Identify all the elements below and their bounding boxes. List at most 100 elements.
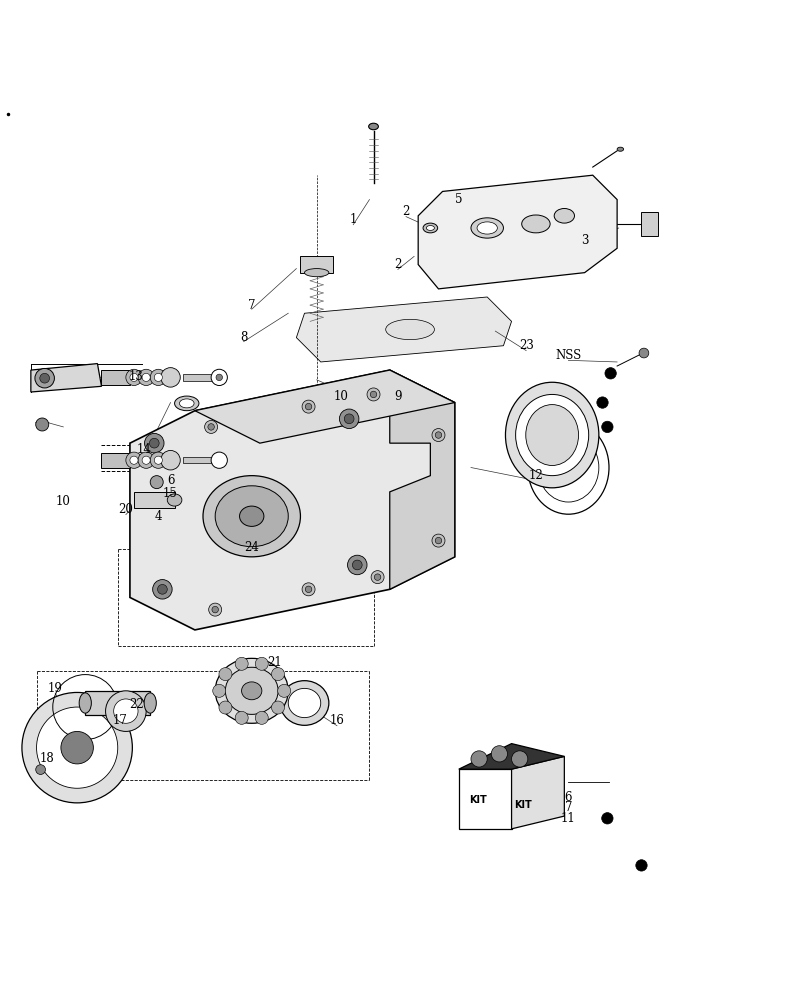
Polygon shape [418, 175, 616, 289]
Circle shape [635, 860, 646, 871]
Text: 20: 20 [118, 503, 133, 516]
Text: 24: 24 [244, 541, 259, 554]
Circle shape [352, 560, 362, 570]
Ellipse shape [526, 405, 577, 465]
Circle shape [370, 391, 376, 398]
Circle shape [126, 369, 142, 386]
Ellipse shape [385, 319, 434, 340]
Polygon shape [31, 364, 101, 392]
Circle shape [305, 586, 311, 593]
Circle shape [152, 580, 172, 599]
Text: 21: 21 [267, 656, 281, 669]
Circle shape [157, 584, 167, 594]
Text: 2: 2 [401, 205, 410, 218]
Circle shape [431, 534, 444, 547]
Text: 15: 15 [163, 487, 178, 500]
Circle shape [105, 691, 146, 731]
Circle shape [36, 707, 118, 788]
Text: 9: 9 [393, 390, 401, 403]
Circle shape [435, 537, 441, 544]
Ellipse shape [144, 693, 156, 713]
Ellipse shape [225, 667, 277, 714]
Text: 4: 4 [154, 510, 162, 523]
Text: 8: 8 [239, 331, 247, 344]
Circle shape [35, 368, 54, 388]
Text: 22: 22 [129, 698, 144, 711]
Ellipse shape [304, 269, 328, 277]
Circle shape [144, 433, 164, 453]
Circle shape [154, 456, 162, 464]
Ellipse shape [288, 688, 320, 718]
Circle shape [601, 421, 612, 433]
Circle shape [211, 452, 227, 468]
Bar [641, 212, 657, 236]
Bar [134, 492, 174, 508]
Ellipse shape [368, 123, 378, 130]
Text: 14: 14 [137, 443, 152, 456]
Bar [182, 457, 215, 463]
Text: 10: 10 [333, 390, 348, 403]
Circle shape [150, 476, 163, 489]
Bar [300, 256, 333, 273]
Text: 12: 12 [528, 469, 543, 482]
Ellipse shape [476, 222, 496, 234]
Ellipse shape [504, 382, 598, 488]
Circle shape [130, 456, 138, 464]
Circle shape [235, 657, 248, 670]
Text: 2: 2 [393, 258, 401, 271]
Text: 3: 3 [580, 234, 588, 247]
Ellipse shape [616, 147, 623, 151]
Ellipse shape [426, 226, 434, 230]
Circle shape [431, 429, 444, 442]
Text: 23: 23 [518, 339, 533, 352]
Circle shape [36, 765, 45, 774]
Ellipse shape [280, 681, 328, 725]
Circle shape [601, 813, 612, 824]
Circle shape [154, 373, 162, 381]
Ellipse shape [470, 218, 503, 238]
Circle shape [277, 684, 290, 697]
Text: 5: 5 [454, 193, 462, 206]
Circle shape [374, 574, 380, 580]
Bar [101, 370, 130, 385]
Ellipse shape [179, 399, 194, 408]
Text: 10: 10 [56, 495, 71, 508]
Circle shape [126, 452, 142, 468]
Circle shape [219, 701, 232, 714]
Circle shape [216, 374, 222, 381]
Circle shape [302, 400, 315, 413]
Circle shape [367, 388, 380, 401]
Ellipse shape [215, 658, 288, 723]
Circle shape [138, 369, 154, 386]
Circle shape [638, 348, 648, 358]
Circle shape [371, 571, 384, 584]
Circle shape [150, 452, 166, 468]
Text: 18: 18 [40, 752, 54, 765]
Circle shape [604, 368, 616, 379]
Circle shape [61, 731, 93, 764]
Circle shape [271, 701, 284, 714]
Circle shape [344, 414, 354, 424]
Ellipse shape [423, 223, 437, 233]
Circle shape [511, 751, 527, 767]
Circle shape [161, 368, 180, 387]
Circle shape [142, 373, 150, 381]
Circle shape [255, 657, 268, 670]
Text: KIT: KIT [469, 795, 487, 805]
Bar [101, 453, 130, 468]
Text: 19: 19 [48, 682, 62, 695]
Ellipse shape [174, 396, 199, 411]
Bar [85, 691, 150, 715]
Bar [182, 374, 215, 381]
Circle shape [36, 418, 49, 431]
Circle shape [149, 438, 159, 448]
Circle shape [212, 606, 218, 613]
Circle shape [470, 751, 487, 767]
Polygon shape [389, 370, 454, 589]
Text: NSS: NSS [555, 349, 581, 362]
Ellipse shape [515, 394, 588, 476]
Circle shape [212, 684, 225, 697]
Polygon shape [458, 744, 564, 769]
Text: 6: 6 [564, 791, 572, 804]
Circle shape [208, 424, 214, 430]
